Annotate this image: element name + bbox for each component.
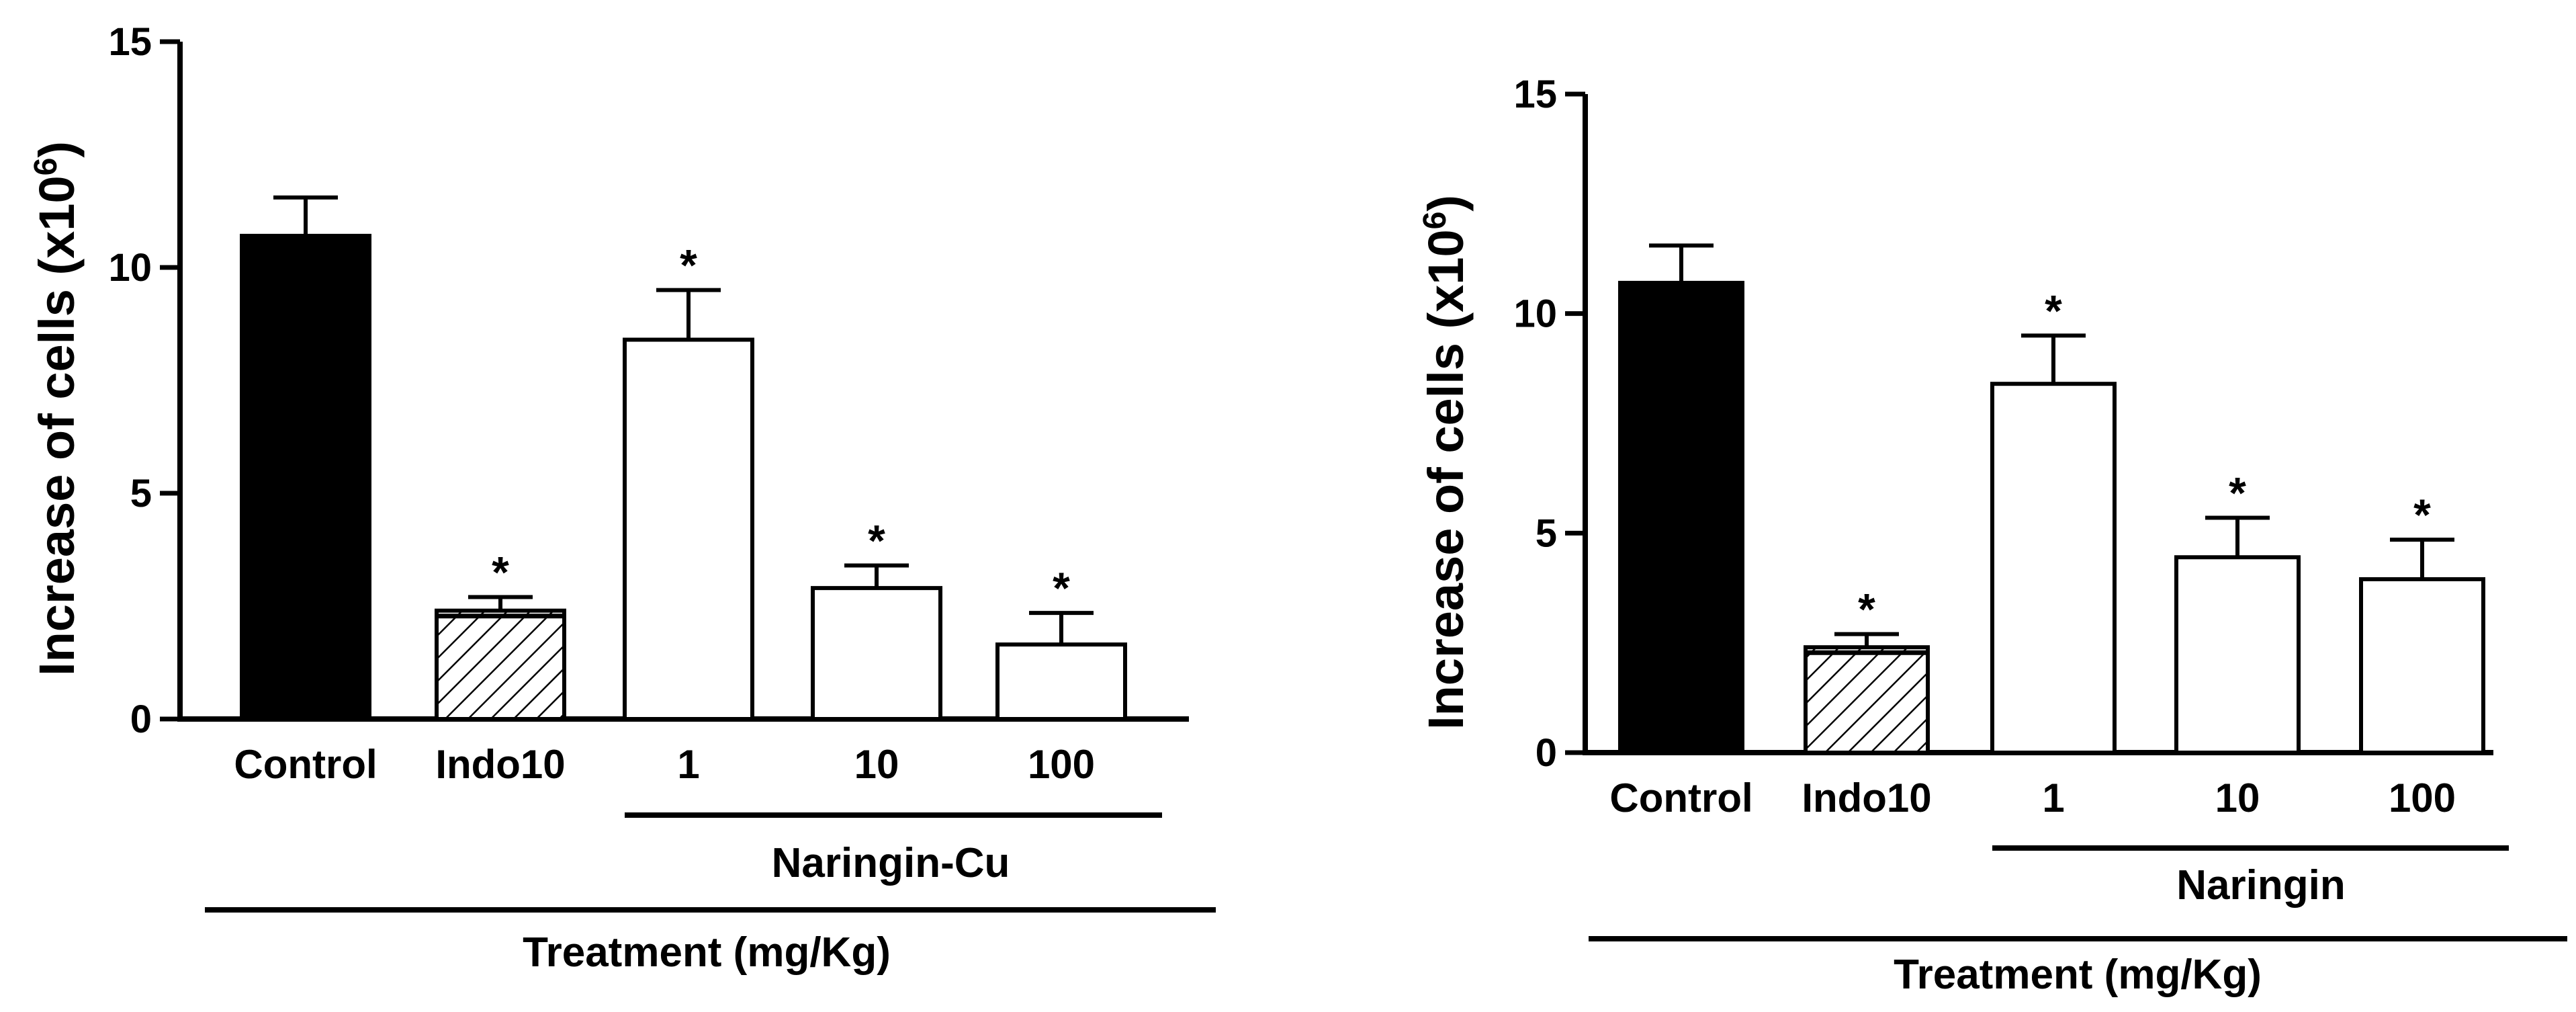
significance-star: * (2413, 490, 2431, 540)
category-label: 10 (854, 742, 899, 787)
y-tick-label: 0 (1536, 731, 1557, 775)
chart-naringin-cu: 0 5 10 15 Control * Indo10 * 1 * 10 * 100 Increase o… (28, 20, 1216, 976)
y-tick-label: 15 (108, 20, 152, 64)
category-label: 10 (2215, 775, 2260, 820)
bar-1 (1990, 382, 2117, 755)
bar-100 (2359, 577, 2485, 755)
y-tick-label: 5 (130, 472, 152, 515)
y-axis-label: Increase of cells (x106) (1417, 195, 1474, 730)
y-tick-label: 10 (1513, 292, 1557, 336)
group-label: Naringin-Cu (772, 840, 1010, 886)
significance-star: * (2045, 286, 2062, 335)
x-axis-label: Treatment (mg/Kg) (523, 929, 891, 976)
plot-area: 0 5 10 15 Control * Indo10 * 1 * 10 * 100 (1513, 73, 2567, 941)
y-tick-label: 0 (130, 698, 152, 741)
chart-naringin: 0 5 10 15 Control * Indo10 * 1 * 10 * 100 Increase o… (1417, 73, 2567, 998)
group-label: Naringin (2176, 862, 2345, 909)
y-tick-label: 10 (108, 246, 152, 290)
plot-area: 0 5 10 15 Control * Indo10 * 1 * 10 * 100 (108, 20, 1216, 913)
bar-control (240, 233, 371, 721)
significance-star: * (680, 241, 697, 290)
category-label: 100 (1028, 742, 1095, 787)
significance-star: * (1053, 563, 1070, 613)
significance-star: * (1858, 585, 1875, 634)
significance-star: * (492, 548, 509, 597)
category-label: Control (234, 742, 377, 787)
category-label: Indo10 (1802, 775, 1931, 820)
bar-control (1618, 280, 1744, 755)
category-label: 1 (677, 742, 699, 787)
y-tick-label: 5 (1536, 511, 1557, 555)
significance-star: * (868, 516, 885, 566)
category-label: Control (1609, 775, 1752, 820)
x-axis-label: Treatment (mg/Kg) (1894, 952, 2262, 998)
category-label: 100 (2389, 775, 2456, 820)
bar-indo10 (1804, 645, 1930, 755)
bar-10 (811, 586, 942, 721)
bar-10 (2174, 555, 2301, 755)
category-label: Indo10 (435, 742, 565, 787)
y-tick-label: 15 (1513, 73, 1557, 116)
y-axis-label: Increase of cells (x106) (28, 141, 85, 676)
bar-indo10 (435, 608, 566, 721)
significance-star: * (2229, 468, 2246, 517)
bar-100 (995, 642, 1127, 721)
category-label: 1 (2042, 775, 2064, 820)
bar-1 (623, 337, 754, 721)
